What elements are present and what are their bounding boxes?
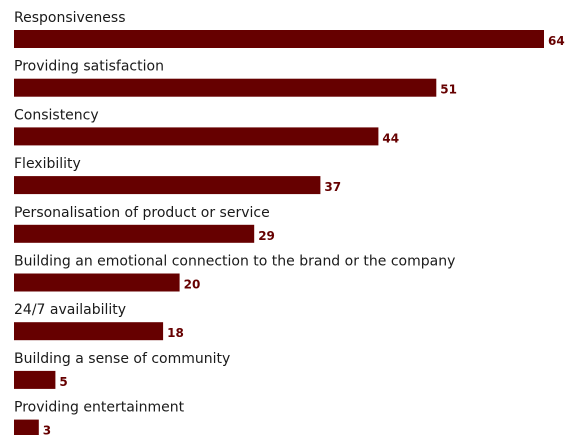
bar <box>14 78 437 97</box>
value-label: 64 <box>548 34 565 48</box>
value-label: 37 <box>324 180 341 194</box>
bar <box>14 370 56 389</box>
category-label: Consistency <box>14 107 99 123</box>
value-label: 44 <box>382 131 399 145</box>
value-label: 18 <box>167 326 184 340</box>
value-label: 3 <box>43 424 51 435</box>
category-label: Personalisation of product or service <box>14 205 270 221</box>
value-label: 51 <box>440 83 457 97</box>
category-label: Responsiveness <box>14 10 126 26</box>
category-label: Providing entertainment <box>14 400 185 416</box>
bar <box>14 419 39 435</box>
category-label: Providing satisfaction <box>14 59 164 75</box>
bar <box>14 127 379 146</box>
bar <box>14 224 255 243</box>
value-label: 20 <box>184 278 201 292</box>
value-label: 29 <box>258 229 275 243</box>
bar <box>14 322 164 341</box>
bar <box>14 30 544 48</box>
category-label: Flexibility <box>14 156 81 172</box>
category-label: Building an emotional connection to the … <box>14 254 455 270</box>
category-label: Building a sense of community <box>14 351 230 367</box>
value-label: 5 <box>59 375 67 389</box>
category-label: 24/7 availability <box>14 302 126 318</box>
bar <box>14 273 180 292</box>
bar <box>14 176 321 195</box>
